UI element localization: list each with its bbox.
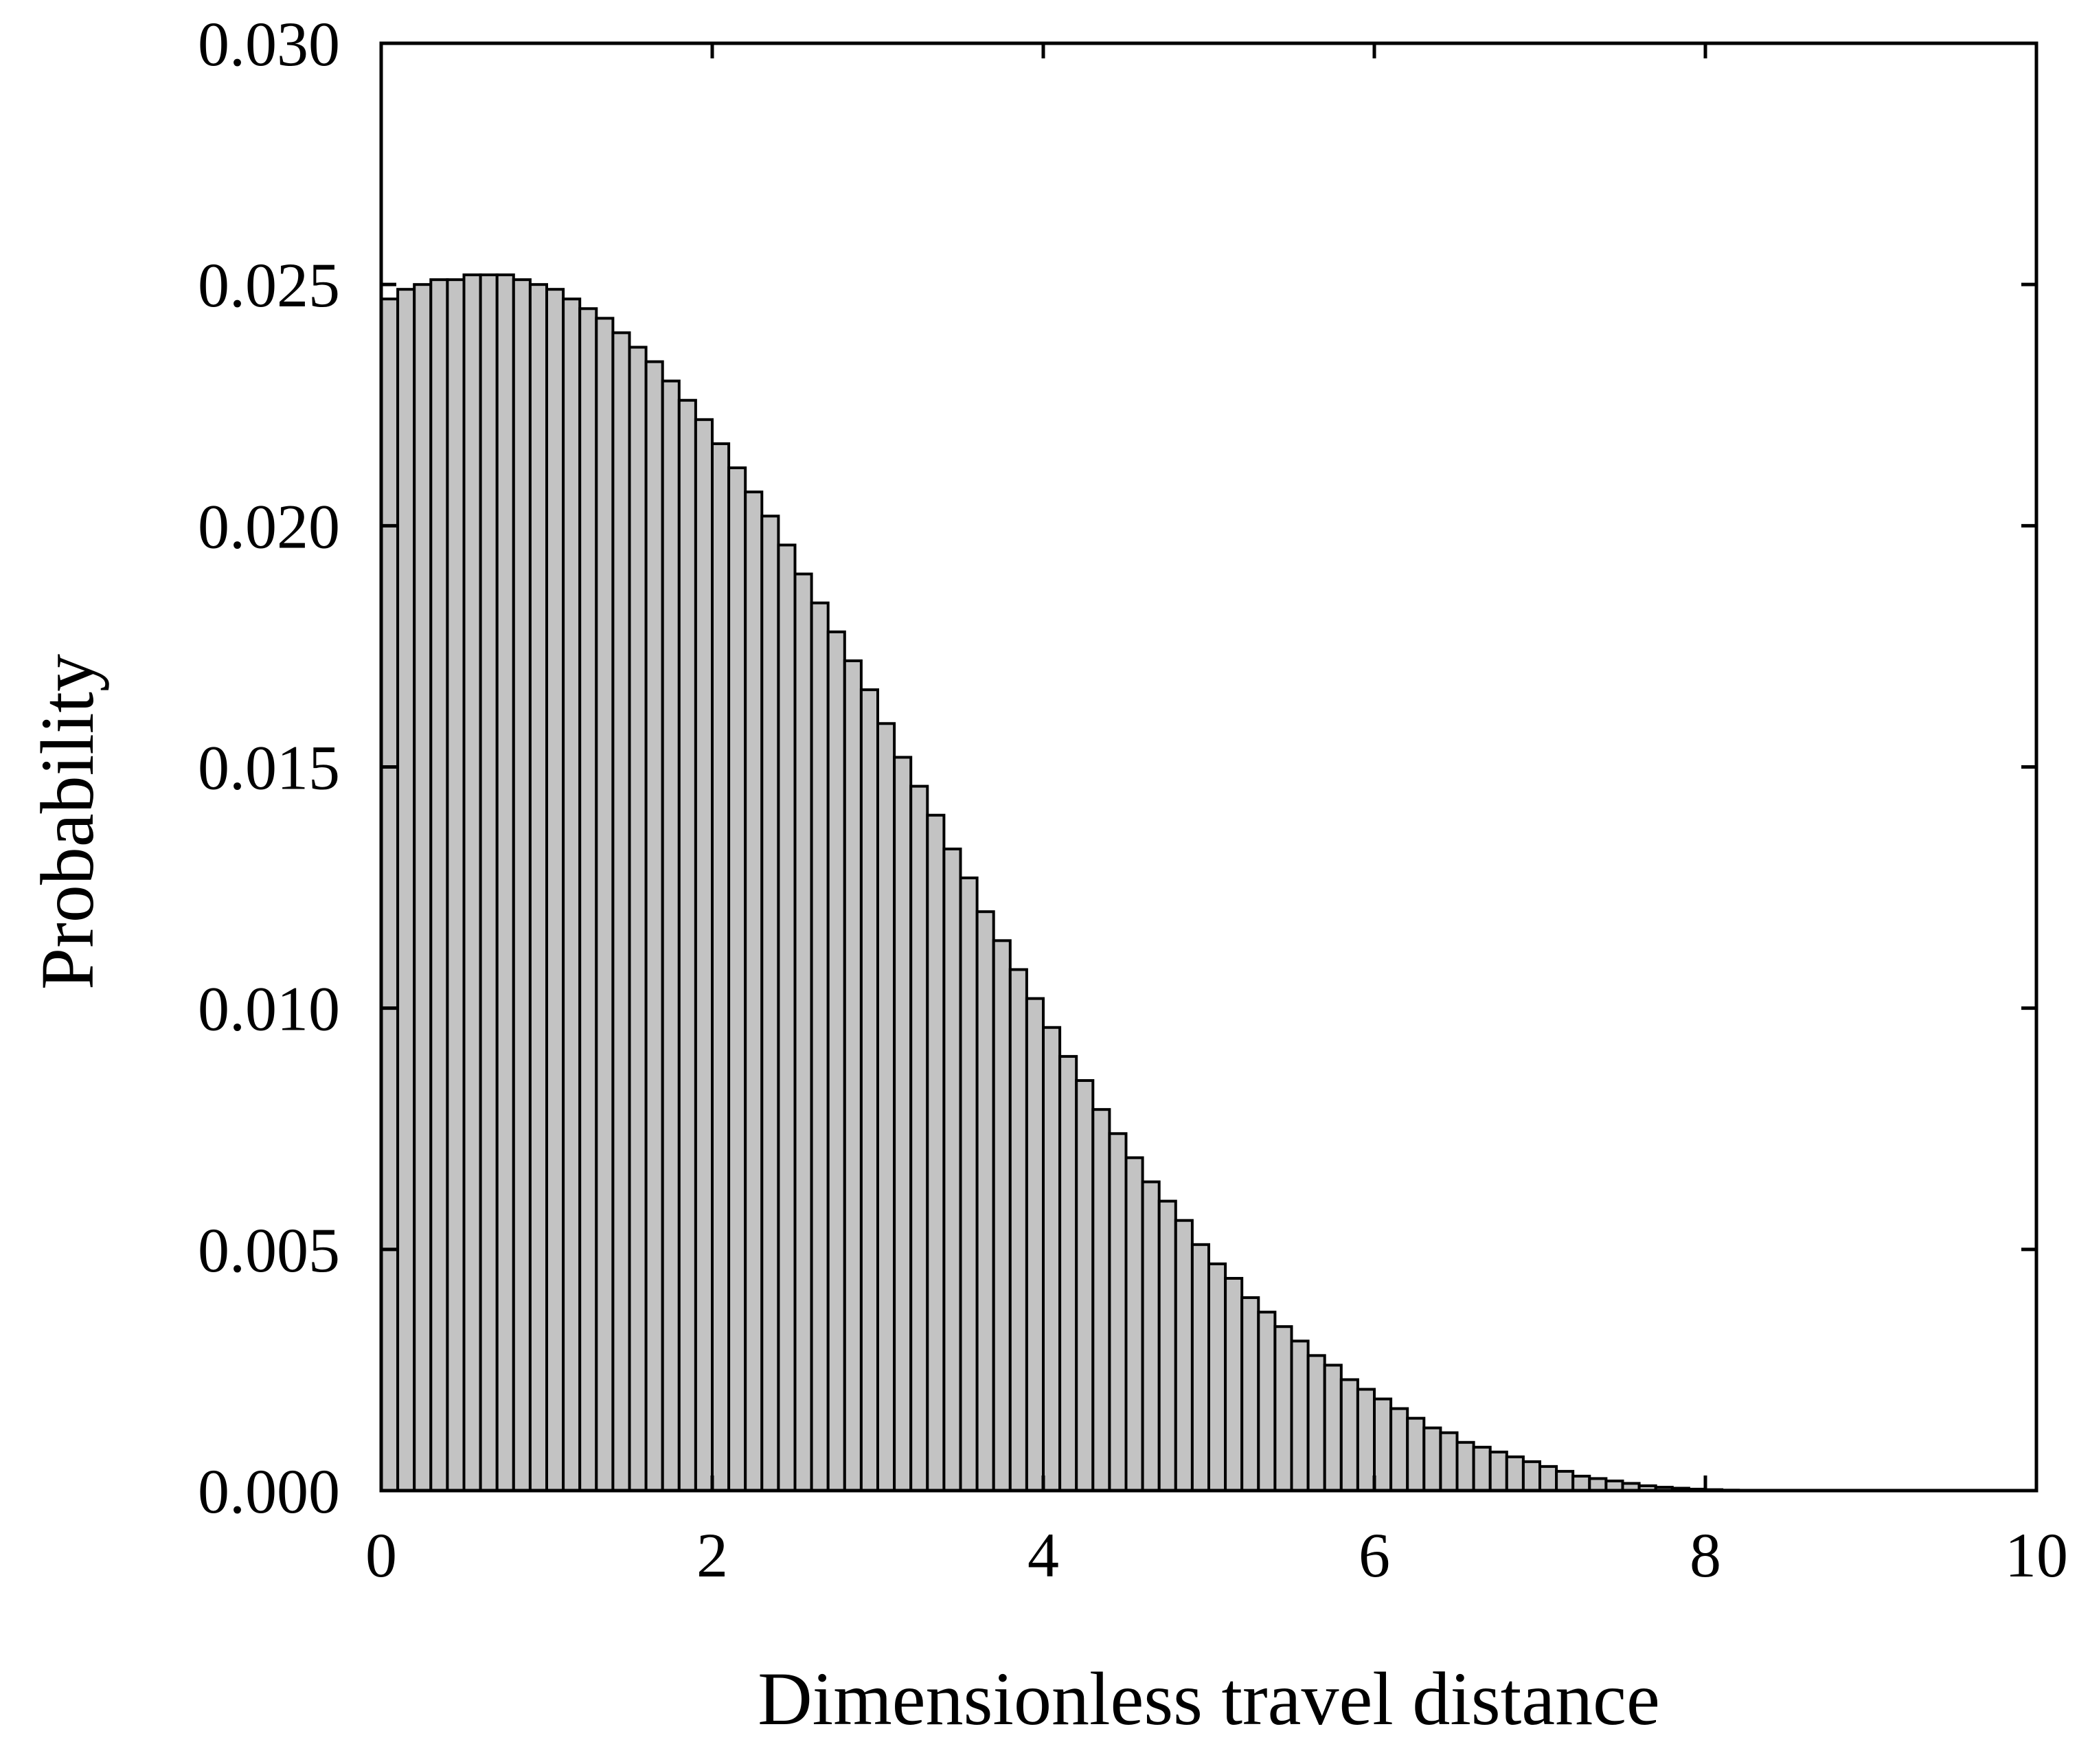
x-tick-label: 2	[696, 1520, 728, 1590]
histogram-bar	[992, 939, 1012, 1492]
histogram-bar	[677, 398, 697, 1492]
histogram-bar	[1455, 1440, 1475, 1493]
histogram-bar	[1521, 1460, 1541, 1493]
histogram-bar	[1339, 1378, 1359, 1492]
histogram-bar	[611, 331, 631, 1492]
x-tick-label: 8	[1690, 1520, 1721, 1590]
x-tick-label: 0	[365, 1520, 397, 1590]
histogram-bar	[1042, 1026, 1062, 1492]
histogram-bar	[1488, 1450, 1508, 1493]
histogram-bar	[777, 543, 797, 1492]
histogram-bar	[1306, 1354, 1326, 1492]
histogram-bar	[975, 910, 995, 1492]
y-tick-label: 0.010	[198, 974, 340, 1044]
y-tick-label: 0.020	[198, 491, 340, 561]
histogram-bar	[396, 288, 416, 1493]
histogram-bar	[661, 379, 681, 1492]
histogram-bar	[1555, 1469, 1575, 1492]
histogram-bar	[1008, 968, 1028, 1492]
histogram-bar	[826, 630, 846, 1492]
histogram-bar	[1124, 1156, 1144, 1492]
ticks-group	[379, 41, 2038, 1493]
x-tick-label: 10	[2005, 1520, 2068, 1590]
histogram-bar	[1224, 1276, 1244, 1492]
histogram-bar	[926, 813, 946, 1492]
histogram-bar	[1323, 1364, 1343, 1493]
histogram-bar	[562, 297, 582, 1492]
histogram-bar	[595, 317, 615, 1493]
histogram-bar	[1025, 997, 1045, 1492]
histogram-bar	[1257, 1311, 1277, 1492]
histogram-bar	[495, 273, 515, 1492]
histogram-bar	[1571, 1474, 1591, 1492]
histogram-bar	[446, 278, 466, 1492]
histogram-bar	[528, 283, 549, 1492]
histogram-bar	[1422, 1426, 1442, 1492]
histogram-bar	[893, 756, 913, 1492]
histogram-bar	[380, 297, 400, 1492]
x-tick-labels: 0 2 4 6 8 10	[365, 1520, 2068, 1590]
histogram-bar	[1538, 1465, 1558, 1492]
y-axis-title: Probability	[25, 654, 109, 990]
histogram-bar	[1472, 1445, 1492, 1493]
histogram-bar	[512, 278, 532, 1492]
histogram-bar	[843, 659, 863, 1492]
y-tick-label: 0.025	[198, 250, 340, 320]
histogram-bar	[628, 346, 648, 1493]
histogram-bar	[1240, 1296, 1260, 1492]
y-tick-label: 0.030	[198, 9, 340, 79]
histogram-bar	[1406, 1416, 1426, 1492]
y-tick-label: 0.005	[198, 1215, 340, 1285]
histogram-bar	[942, 847, 962, 1492]
histogram-bar	[1108, 1132, 1128, 1492]
histogram-bar	[578, 307, 598, 1492]
histogram-bar	[959, 877, 979, 1493]
histogram-bar	[1075, 1079, 1095, 1492]
histogram-bar	[1588, 1477, 1608, 1492]
histogram-bar	[1373, 1397, 1393, 1493]
histogram-bar	[1356, 1388, 1376, 1493]
histogram-bar	[727, 466, 747, 1492]
histogram-bar	[1207, 1262, 1227, 1493]
x-axis-title: Dimensionless travel distance	[758, 1657, 1660, 1741]
histogram-bar	[1290, 1339, 1310, 1493]
histogram-bar	[413, 283, 433, 1492]
histogram-bar	[1157, 1199, 1177, 1492]
histogram-bar	[1058, 1054, 1078, 1492]
histogram-bar	[859, 688, 880, 1492]
histogram-bar	[1439, 1431, 1459, 1492]
histogram-bar	[644, 360, 664, 1492]
histogram-bar	[429, 278, 449, 1492]
histogram-bar	[711, 442, 731, 1493]
y-tick-labels: 0.000 0.005 0.010 0.015 0.020 0.025 0.030	[198, 9, 340, 1526]
histogram-bar	[744, 490, 764, 1492]
histogram-bar	[545, 288, 565, 1493]
y-tick-label: 0.015	[198, 733, 340, 803]
bars-group	[380, 273, 1839, 1493]
histogram-bar	[694, 418, 714, 1493]
histogram-bar	[909, 784, 929, 1492]
x-tick-label: 6	[1359, 1520, 1390, 1590]
histogram-bar	[1273, 1325, 1293, 1492]
histogram-bar	[1389, 1407, 1409, 1493]
histogram-bar	[876, 722, 896, 1492]
histogram-bar	[1141, 1180, 1161, 1492]
histogram-bar	[760, 514, 780, 1492]
histogram-bar	[1190, 1243, 1211, 1493]
histogram-bar	[1174, 1219, 1194, 1492]
histogram-bar	[1505, 1455, 1525, 1493]
histogram-bar	[479, 273, 499, 1492]
histogram-bar	[462, 273, 482, 1492]
histogram-bar	[810, 601, 830, 1493]
histogram-bar	[1091, 1108, 1111, 1493]
x-tick-label: 4	[1027, 1520, 1059, 1590]
histogram-bar	[793, 572, 813, 1493]
y-tick-label: 0.000	[198, 1456, 340, 1526]
